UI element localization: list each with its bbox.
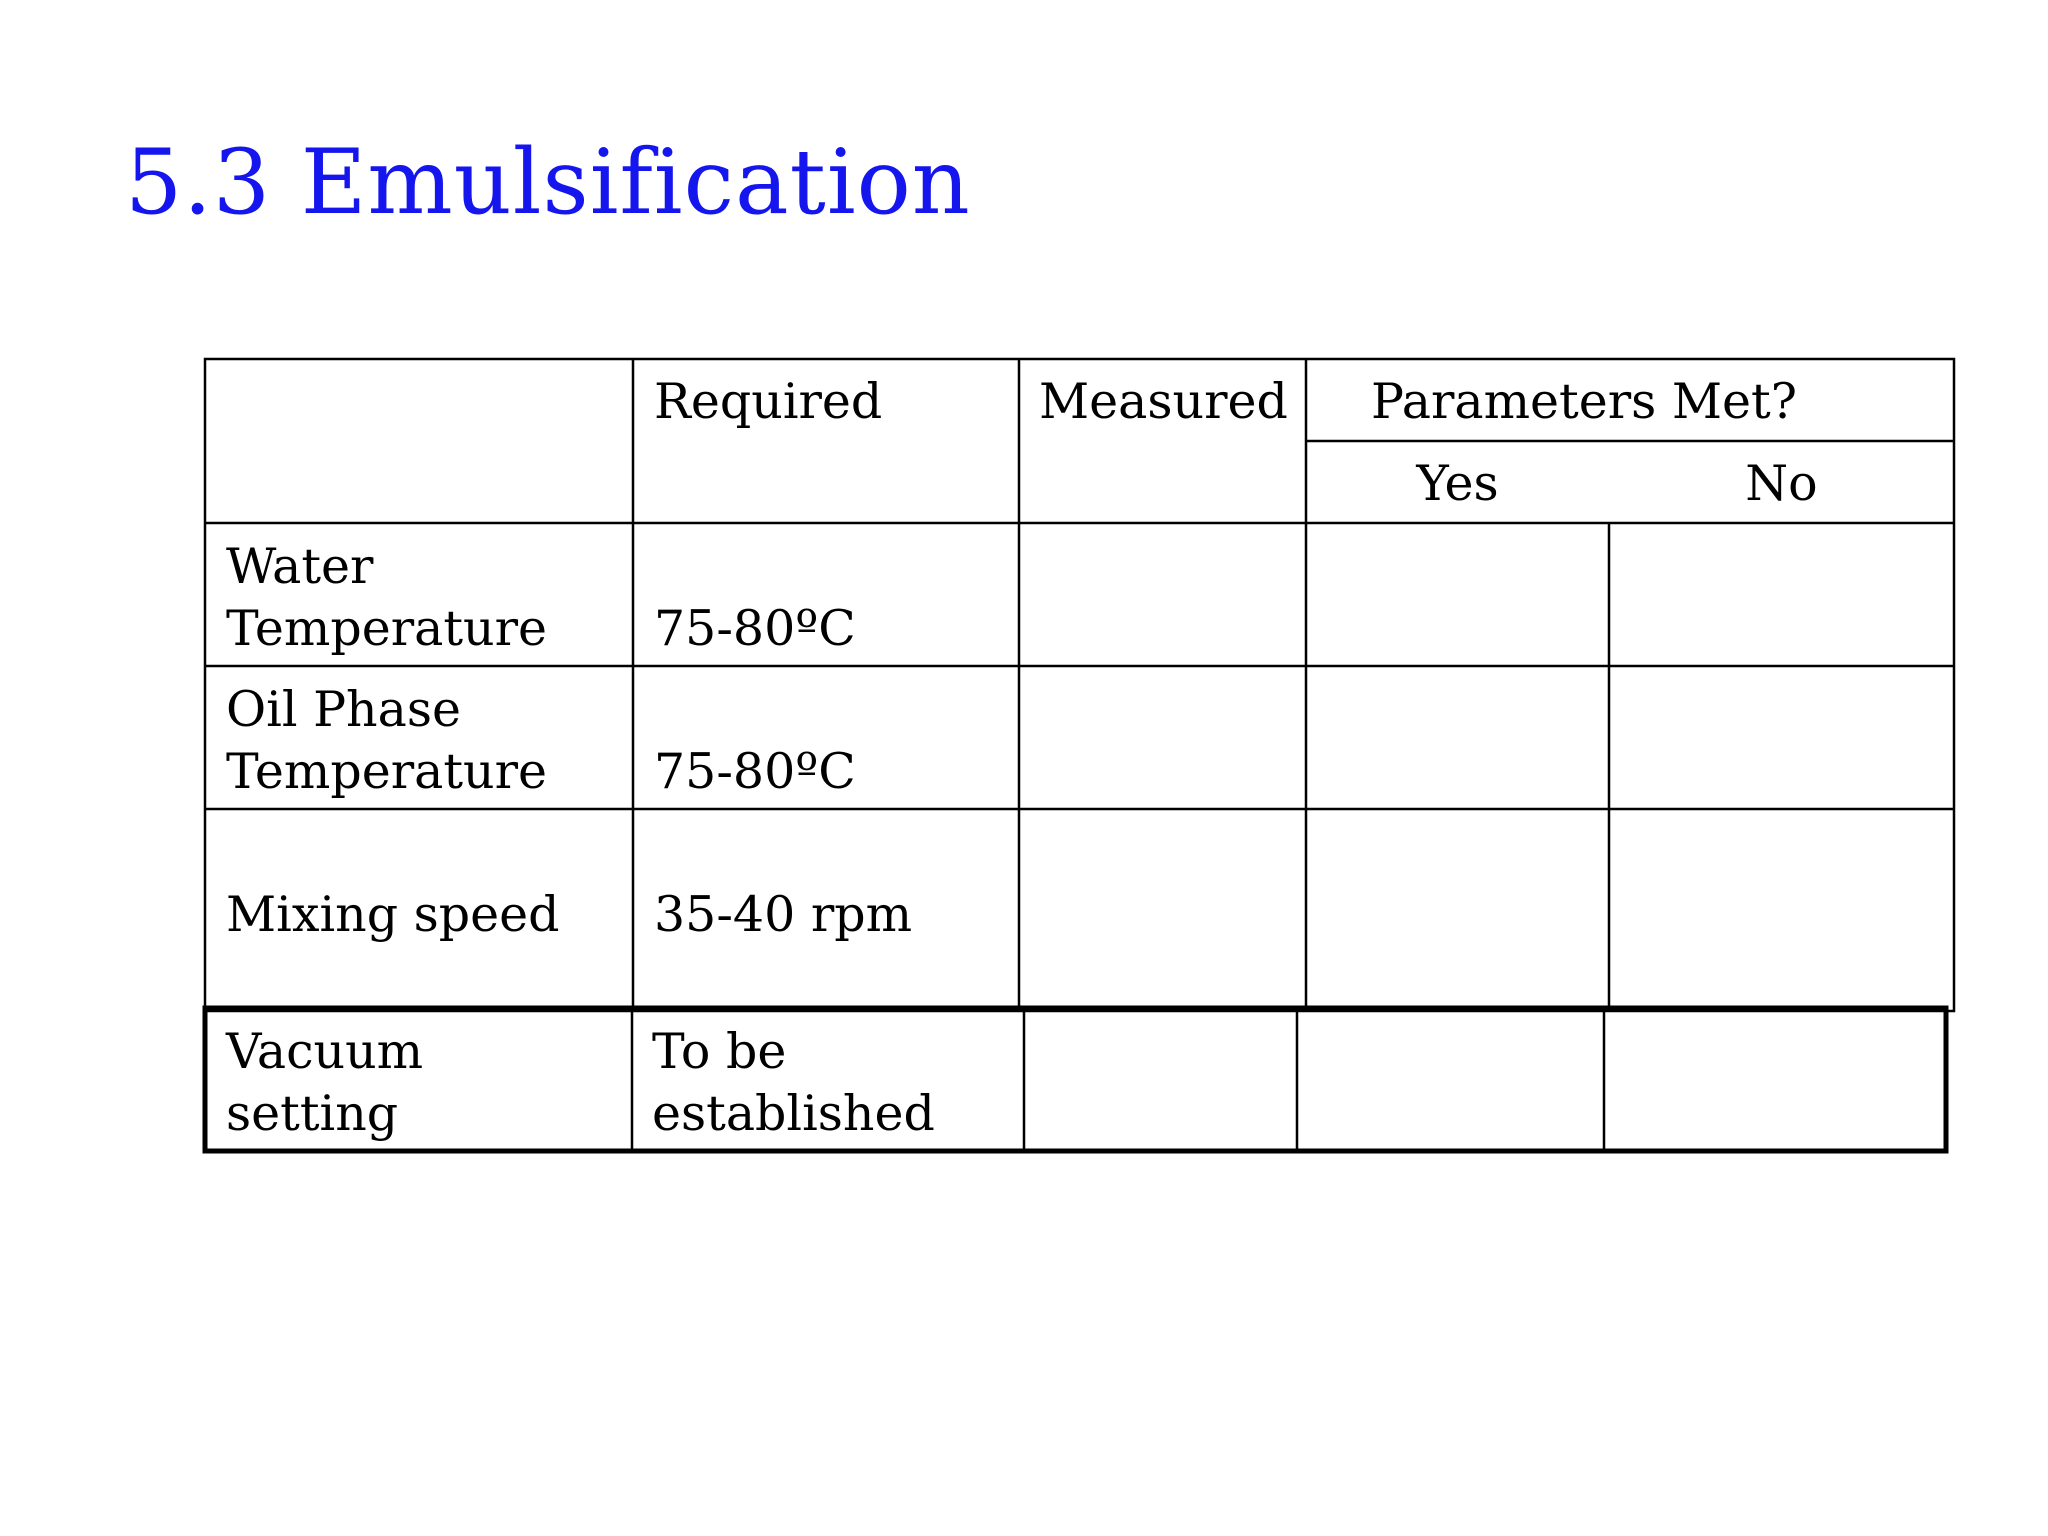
row-water-label-line2: Temperature: [226, 600, 548, 657]
row-vacuum-required-line2: established: [652, 1085, 935, 1142]
row-water-required: 75-80ºC: [654, 600, 856, 657]
last-row-border: [202, 1005, 1949, 1154]
row-mixing-label: Mixing speed: [226, 886, 560, 943]
row-oil-required: 75-80ºC: [654, 743, 856, 800]
header-parameters-met: Parameters Met?: [1370, 373, 1798, 430]
slide-title: 5.3 Emulsification: [125, 130, 971, 235]
row-vacuum-label-line1: Vacuum: [226, 1023, 424, 1080]
row-vacuum-required-line1: To be: [652, 1023, 787, 1080]
row-vacuum-label-line2: setting: [226, 1085, 399, 1142]
header-required: Required: [654, 373, 883, 430]
row-oil-label-line1: Oil Phase: [226, 681, 461, 738]
header-yes: Yes: [1416, 455, 1499, 512]
row-water-label-line1: Water: [226, 538, 374, 595]
table-outer-border: [203, 357, 1956, 1013]
header-no: No: [1745, 455, 1818, 512]
row-oil-label-line2: Temperature: [226, 743, 548, 800]
header-measured: Measured: [1039, 373, 1288, 430]
row-mixing-required: 35-40 rpm: [654, 886, 913, 943]
